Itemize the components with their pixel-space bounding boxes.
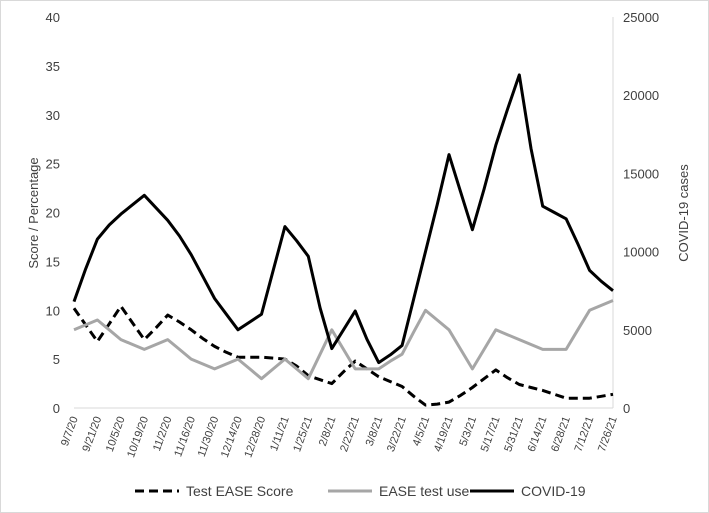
y-tick-label: 0 <box>53 401 60 416</box>
y-tick-label: 35 <box>46 59 60 74</box>
y-tick-label: 25 <box>46 157 60 172</box>
legend: Test EASE Score EASE test use COVID-19 <box>135 483 586 499</box>
legend-label: Test EASE Score <box>186 483 294 499</box>
y2-tick-label: 20000 <box>623 88 659 103</box>
y-tick-label: 40 <box>46 10 60 25</box>
axes-layer <box>74 17 614 409</box>
y2-tick-label: 0 <box>623 401 630 416</box>
y-tick-label: 5 <box>53 352 60 367</box>
legend-label: COVID-19 <box>521 483 586 499</box>
y2-tick-label: 10000 <box>623 245 659 260</box>
y-axis-title: Score / Percentage <box>26 157 41 268</box>
series-line-ease-test-use <box>73 299 614 381</box>
y-tick-label: 15 <box>46 254 60 269</box>
series-layer <box>72 73 614 407</box>
series-line-covid-19 <box>72 73 614 365</box>
y-tick-label: 30 <box>46 108 60 123</box>
y-tick-label: 10 <box>46 303 60 318</box>
y2-tick-label: 25000 <box>623 10 659 25</box>
y-tick-label: 20 <box>46 206 60 221</box>
legend-label: EASE test use <box>379 483 469 499</box>
y2-axis-title: COVID-19 cases <box>676 164 691 262</box>
y2-tick-label: 5000 <box>623 323 652 338</box>
y2-tick-label: 15000 <box>623 166 659 181</box>
series-line-test-ease-score <box>72 304 614 407</box>
